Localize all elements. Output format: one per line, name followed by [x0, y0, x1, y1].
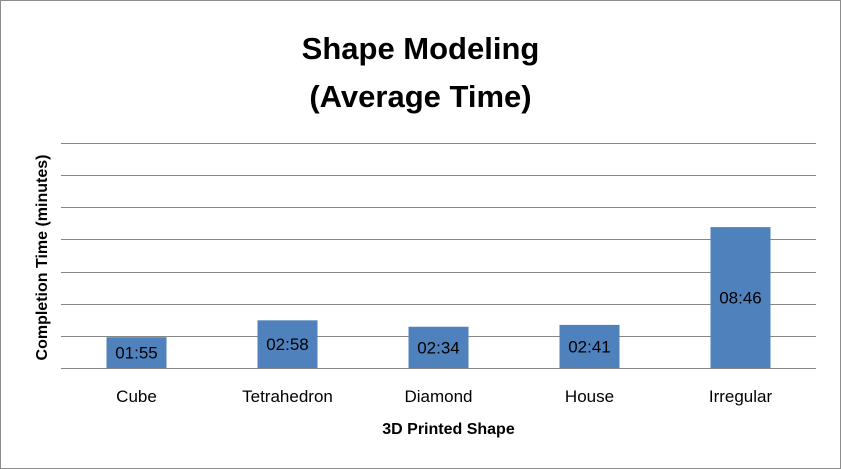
data-label: 08:46 [719, 289, 762, 308]
category-labels: Cube Tetrahedron Diamond House Irregular [116, 387, 772, 406]
category-label: House [565, 387, 614, 406]
bar-irregular [710, 227, 771, 368]
category-label: Cube [116, 387, 157, 406]
category-label: Diamond [404, 387, 472, 406]
y-axis-title: Completion Time (minutes) [34, 155, 51, 361]
bars: 01:55 02:58 02:34 02:41 08:46 [106, 227, 771, 368]
bar-diamond [408, 326, 469, 368]
data-label: 02:34 [417, 338, 460, 357]
chart-title-line-2: (Average Time) [309, 79, 532, 114]
bar-house [559, 324, 620, 368]
data-label: 01:55 [115, 344, 158, 363]
category-label: Tetrahedron [242, 387, 333, 406]
bar-tetrahedron [257, 320, 318, 368]
category-label: Irregular [709, 387, 773, 406]
x-axis-title: 3D Printed Shape [382, 421, 515, 438]
bar-cube [106, 337, 167, 368]
data-label: 02:41 [568, 337, 611, 356]
gridlines [61, 143, 816, 369]
chart-title-line-1: Shape Modeling [301, 31, 540, 66]
data-label: 02:58 [266, 335, 309, 354]
